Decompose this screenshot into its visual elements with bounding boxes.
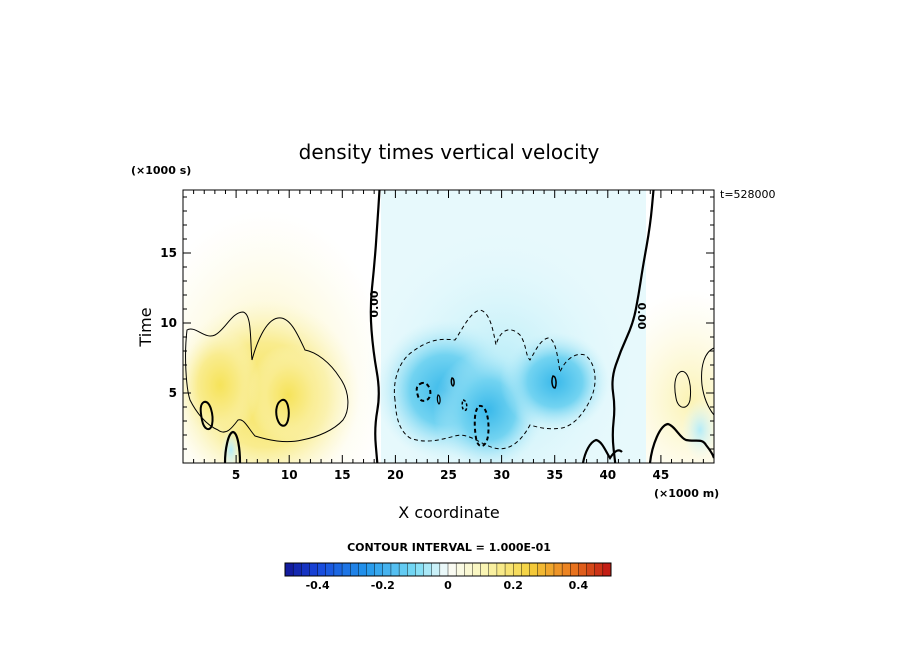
colorbar-cell <box>594 562 604 577</box>
negative-contour-core-a <box>415 382 432 402</box>
field-shading <box>183 190 714 463</box>
colorbar-tick-label: 0.4 <box>569 579 589 592</box>
negative-spot-east <box>682 400 714 460</box>
colorbar-cell <box>570 562 579 577</box>
colorbar-cell <box>317 562 327 577</box>
colorbar-cell <box>366 562 376 577</box>
contour-line-labels: 0.00 0.00 <box>368 290 648 330</box>
colorbar-cell <box>488 562 498 577</box>
colorbar-cell <box>301 562 310 577</box>
zero-contour-east <box>611 190 655 463</box>
colorbar-cell <box>431 562 441 577</box>
colorbar-cell <box>390 562 400 577</box>
colorbar-cell <box>447 562 457 577</box>
x-tick-label: 45 <box>653 468 670 482</box>
y-axis: 5 10 15 <box>160 246 714 400</box>
contour-interval-text: CONTOUR INTERVAL = 1.000E-01 <box>347 541 551 554</box>
contour-label-east: 0.00 <box>635 302 648 329</box>
colorbar-cell <box>537 562 547 577</box>
minor-ticks <box>183 190 714 463</box>
negative-contour-spot-2 <box>450 377 455 387</box>
colorbar-cell <box>455 562 465 577</box>
y-tick-label: 5 <box>169 386 177 400</box>
colorbar-cell <box>521 562 530 577</box>
colorbar-cell <box>586 562 596 577</box>
colorbar-cell <box>480 562 490 577</box>
contour-label-west: 0.00 <box>368 290 381 317</box>
colorbar-tick-label: -0.4 <box>306 579 330 592</box>
colorbar-tick-label: 0.2 <box>503 579 523 592</box>
colorbar-frame <box>284 562 612 577</box>
time-stamp: t=528000 <box>720 188 776 201</box>
colorbar-tick-labels: -0.4 -0.2 0 0.2 0.4 <box>306 579 589 592</box>
colorbar-cell <box>423 562 433 577</box>
y-tick-label: 15 <box>160 246 177 260</box>
positive-contour-east-blob <box>674 370 691 408</box>
colorbar-tick-label: 0 <box>444 579 452 592</box>
x-tick-label: 20 <box>387 468 404 482</box>
colorbar-cell <box>341 562 351 577</box>
zero-contour-bottom-west <box>223 430 242 463</box>
negative-contour-core-b <box>473 404 490 447</box>
colorbar-cell <box>284 562 294 577</box>
x-tick-label: 5 <box>232 468 240 482</box>
x-axis: 5 10 15 20 25 30 35 40 45 <box>232 190 669 482</box>
x-tick-label: 30 <box>493 468 510 482</box>
x-tick-label: 40 <box>599 468 616 482</box>
colorbar-cell <box>553 562 563 577</box>
zero-contour-bottom-east <box>648 422 714 463</box>
contour-lines <box>185 190 714 463</box>
y-axis-label: Time <box>136 307 155 347</box>
positive-contour-east <box>701 347 714 416</box>
negative-core-c <box>500 332 610 432</box>
colorbar-cell <box>350 562 359 577</box>
colorbar-cell <box>513 562 522 577</box>
colorbar-cell <box>472 562 482 577</box>
zero-contour-west <box>369 190 381 463</box>
positive-core-b <box>248 345 328 445</box>
colorbar-cell <box>578 562 588 577</box>
colorbar-cell <box>529 562 539 577</box>
colorbar <box>284 562 612 577</box>
positive-contour-core-a <box>199 400 214 431</box>
colorbar-cell <box>545 562 555 577</box>
negative-contour-broad <box>393 309 596 450</box>
x-axis-label: X coordinate <box>398 503 499 522</box>
positive-core-a <box>183 330 260 440</box>
x-tick-label: 25 <box>440 468 457 482</box>
colorbar-cell <box>464 562 473 577</box>
colorbar-cell <box>309 562 319 577</box>
positive-contour-west <box>185 311 349 443</box>
colorbar-cell <box>382 562 392 577</box>
colorbar-cell <box>561 562 571 577</box>
colorbar-cell <box>504 562 514 577</box>
negative-contour-spot <box>461 399 468 412</box>
negative-contour-spot-3 <box>551 375 557 389</box>
colorbar-cell <box>415 562 425 577</box>
colorbar-cell <box>398 562 408 577</box>
colorbar-cell <box>496 562 506 577</box>
zero-contour-bottom-mid <box>581 438 623 463</box>
x-unit-label: (×1000 m) <box>654 487 719 500</box>
colorbar-tick-label: -0.2 <box>371 579 395 592</box>
colorbar-cell <box>333 562 343 577</box>
colorbar-cell <box>292 562 302 577</box>
x-tick-label: 10 <box>281 468 298 482</box>
chart-title: density times vertical velocity <box>299 140 600 164</box>
colorbar-cell <box>358 562 368 577</box>
y-tick-label: 10 <box>160 316 177 330</box>
negative-contour-spot-4 <box>436 394 441 405</box>
colorbar-cell <box>439 562 449 577</box>
x-tick-label: 35 <box>546 468 563 482</box>
colorbar-cell <box>602 562 612 577</box>
x-tick-label: 15 <box>334 468 351 482</box>
y-unit-label: (×1000 s) <box>131 164 191 177</box>
colorbar-cell <box>374 562 384 577</box>
colorbar-cell <box>325 562 335 577</box>
colorbar-cell <box>407 562 416 577</box>
positive-contour-core-b <box>275 398 290 427</box>
